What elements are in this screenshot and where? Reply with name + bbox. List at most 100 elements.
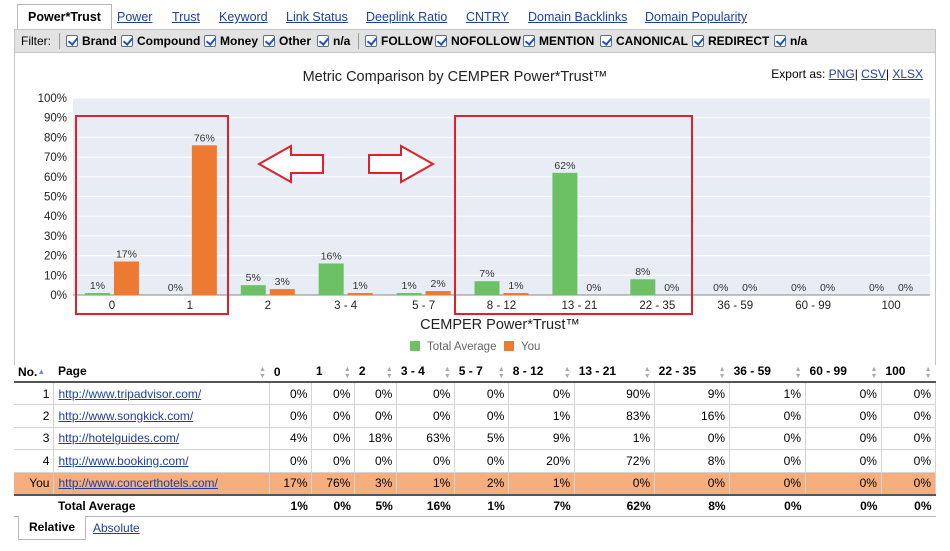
col-header-8-12[interactable]: 8 - 12 ▲ ▼ [508,362,575,383]
value-cell: 76% [311,471,356,495]
tab-deeplink-ratio[interactable]: Deeplink Ratio [366,10,448,24]
filter-follow-checkbox[interactable]: FOLLOW [365,34,433,48]
page-cell: http://www.booking.com/ [53,449,271,473]
tab-absolute[interactable]: Absolute [93,521,140,535]
filter-compound-checkbox[interactable]: Compound [121,34,200,48]
value-cell: 0% [311,426,356,450]
filter-na-checkbox[interactable]: n/a [317,34,350,48]
checkbox-checked-icon [263,35,275,47]
page-cell: http://www.concerthotels.com/ [53,471,271,495]
row-number: 1 [14,381,55,405]
filter-mention-checkbox[interactable]: MENTION [523,34,594,48]
sort-icon[interactable]: ▲ ▼ [385,365,393,380]
tab-relative[interactable]: Relative [18,516,87,540]
col-header-3-4[interactable]: 3 - 4 ▲ ▼ [396,362,455,383]
tab-domain-backlinks[interactable]: Domain Backlinks [528,10,628,24]
page-link[interactable]: http://www.booking.com/ [58,453,189,468]
sort-icon[interactable]: ▲ ▼ [343,365,351,380]
filter-bar: Filter: Brand Compound Money Other n/a F… [14,29,936,53]
tab-power-trust[interactable]: Power*Trust [17,4,112,32]
col-header-13-21[interactable]: 13 - 21 ▲ ▼ [574,362,655,383]
value-cell: 17% [269,471,313,495]
page-link[interactable]: http://www.concerthotels.com/ [58,476,218,490]
bar-total-average [84,293,110,295]
sort-icon[interactable]: ▲ ▼ [794,365,802,380]
export-png-link[interactable]: PNG [828,67,855,81]
value-cell: 4% [269,426,313,450]
col-header-60-99[interactable]: 60 - 99 ▲ ▼ [805,362,882,383]
filter-money-checkbox[interactable]: Money [204,34,258,48]
data-label: 8% [635,266,650,278]
export-xlsx-link[interactable]: XLSX [892,67,923,81]
value-cell: 72% [574,449,656,473]
x-tick-label: 3 - 4 [334,300,358,312]
data-label: 0% [168,282,183,294]
value-cell: 0% [880,404,937,428]
filter-nofollow-checkbox[interactable]: NOFOLLOW [435,34,521,48]
x-axis-label: CEMPER Power*Trust™ [420,317,580,333]
col-header-page[interactable]: Page ▲ ▼ [53,362,270,383]
value-cell: 0% [311,404,356,428]
filter-brand-checkbox[interactable]: Brand [66,34,117,48]
total-value-cell: 5% [354,493,397,517]
value-cell: 2% [454,471,510,495]
sort-icon[interactable]: ▲ ▼ [258,365,266,380]
page-link[interactable]: http://www.songkick.com/ [58,408,194,423]
tab-power[interactable]: Power [117,10,153,24]
metric-tabs: Power*Trust Power Trust Keyword Link Sta… [0,0,950,32]
col-header-no[interactable]: No.▲ [14,362,54,383]
tab-trust[interactable]: Trust [172,10,201,24]
table-row: 4 http://www.booking.com/0% 0% 0% 0% 0% 20% 72%… [14,449,937,473]
data-label: 0% [586,282,601,294]
value-cell: 0% [508,381,576,405]
value-cell: 0% [729,449,807,473]
filter-redirect-checkbox[interactable]: REDIRECT [692,34,769,48]
row-number: You [14,471,55,495]
sort-asc-icon[interactable]: ▲ [37,366,46,376]
sort-icon[interactable]: ▲ ▼ [443,365,451,380]
col-header-5-7[interactable]: 5 - 7 ▲ ▼ [454,362,509,383]
row-number: 2 [14,404,55,428]
checkbox-checked-icon [317,35,329,47]
tab-link-status[interactable]: Link Status [286,10,348,24]
page-link[interactable]: http://www.tripadvisor.com/ [58,386,202,401]
col-header-1[interactable]: 1 ▲ ▼ [311,362,355,383]
data-label: 5% [246,272,261,284]
export-csv-link[interactable]: CSV [861,67,886,81]
col-header-100[interactable]: 100 ▲ ▼ [881,362,936,383]
tab-cntry[interactable]: CNTRY [466,10,509,24]
sort-icon[interactable]: ▲ ▼ [718,365,726,380]
value-cell: 0% [729,426,807,450]
col-header-0[interactable]: 0 [269,362,312,383]
y-tick-label: 80% [44,132,67,144]
sort-icon[interactable]: ▲ ▼ [924,365,932,380]
sort-icon[interactable]: ▲ ▼ [497,365,505,380]
checkbox-checked-icon [523,35,535,47]
col-header-22-35[interactable]: 22 - 35 ▲ ▼ [654,362,730,383]
y-tick-label: 60% [44,172,67,184]
sort-icon[interactable]: ▲ ▼ [870,365,878,380]
total-value-cell: 0% [729,493,806,517]
tab-domain-popularity[interactable]: Domain Popularity [645,10,748,24]
value-cell: 1% [729,381,807,405]
data-label: 1% [90,280,105,292]
page-link[interactable]: http://hotelguides.com/ [58,431,180,446]
tab-keyword[interactable]: Keyword [219,10,268,24]
col-header-2[interactable]: 2 ▲ ▼ [354,362,397,383]
data-label: 0% [742,282,757,294]
sort-icon[interactable]: ▲ ▼ [643,365,651,380]
filter-other-checkbox[interactable]: Other [263,34,311,48]
filter-canonical-checkbox[interactable]: CANONICAL [600,34,688,48]
table-header-row: No.▲ Page ▲ ▼ 0 1 ▲ ▼ 2 ▲ ▼ 3 - 4 ▲ ▼ 5 - 7 ▲ ▼ 8 … [14,362,936,383]
bar-you [347,293,373,295]
col-header-36-59[interactable]: 36 - 59 ▲ ▼ [729,362,806,383]
value-cell: 0% [729,471,807,495]
value-cell: 0% [454,449,510,473]
bar-total-average [396,293,422,295]
checkbox-checked-icon [204,35,216,47]
filter-na2-checkbox[interactable]: n/a [774,34,807,48]
export-separator: | [885,67,889,81]
sort-icon[interactable]: ▲ ▼ [563,365,571,380]
bar-total-average [474,281,500,295]
table-row-total-average: Total Average 1% 0% 5% 16% 1% 7% 62% 8% 0% 0% 0% [14,493,936,517]
